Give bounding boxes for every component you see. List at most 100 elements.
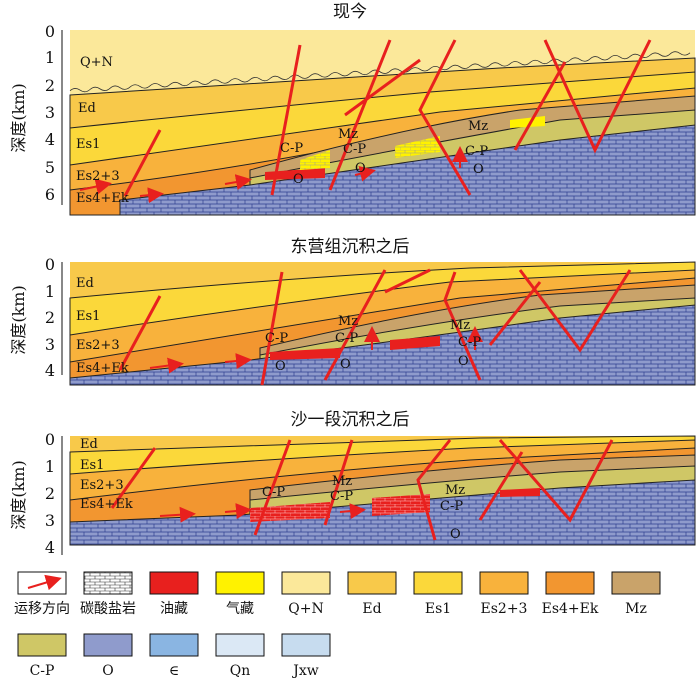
svg-text:6: 6 bbox=[45, 185, 55, 204]
svg-text:Mz: Mz bbox=[338, 314, 358, 329]
panel-after-shayi: 沙一段沉积之后 0 1 2 3 4 深度(km) Ed Es1 Es2+3 Es… bbox=[9, 410, 696, 557]
svg-text:C-P: C-P bbox=[440, 499, 463, 514]
legend-label: Es1 bbox=[425, 601, 451, 617]
svg-text:C-P: C-P bbox=[465, 144, 488, 159]
svg-text:O: O bbox=[450, 527, 461, 542]
legend-label: Es2+3 bbox=[481, 601, 528, 617]
legend-item: Es2+3 bbox=[479, 571, 529, 617]
legend-item: Mz bbox=[611, 571, 661, 617]
panel-title: 沙一段沉积之后 bbox=[291, 410, 410, 430]
svg-text:Mz: Mz bbox=[450, 318, 470, 333]
legend-label: Es4+Ek bbox=[542, 601, 599, 617]
legend-item: 碳酸盐岩 bbox=[80, 571, 136, 617]
svg-text:Es4+Ek: Es4+Ek bbox=[80, 497, 133, 512]
legend-swatch bbox=[149, 571, 199, 595]
legend-swatch bbox=[413, 571, 463, 595]
legend-label: 碳酸盐岩 bbox=[80, 601, 136, 617]
svg-text:Q+N: Q+N bbox=[80, 55, 113, 70]
svg-text:Ed: Ed bbox=[80, 437, 98, 452]
legend-swatch bbox=[545, 571, 595, 595]
legend-swatch bbox=[17, 633, 67, 657]
svg-text:3: 3 bbox=[45, 335, 55, 354]
legend-label: Q+N bbox=[288, 601, 323, 617]
panel-after-dongying: 东营组沉积之后 0 1 2 3 4 深度(km) Ed Es1 Es2+3 Es… bbox=[9, 237, 696, 386]
legend-swatch bbox=[347, 571, 397, 595]
svg-text:0: 0 bbox=[45, 22, 55, 41]
svg-text:1: 1 bbox=[45, 282, 55, 301]
legend-label: Ed bbox=[362, 601, 381, 617]
legend-item: Jxw bbox=[281, 633, 331, 679]
svg-text:2: 2 bbox=[45, 484, 55, 503]
svg-text:O: O bbox=[275, 359, 286, 374]
svg-text:O: O bbox=[458, 354, 469, 369]
svg-text:1: 1 bbox=[45, 457, 55, 476]
svg-text:C-P: C-P bbox=[280, 141, 303, 156]
panel-present: 现今 0 1 2 3 4 5 bbox=[9, 2, 696, 216]
svg-text:2: 2 bbox=[45, 76, 55, 95]
svg-text:Ed: Ed bbox=[78, 101, 96, 116]
panel-title: 东营组沉积之后 bbox=[291, 237, 410, 257]
svg-text:Mz: Mz bbox=[338, 127, 358, 142]
svg-text:4: 4 bbox=[45, 130, 55, 149]
legend-label: C-P bbox=[30, 663, 55, 679]
legend-item: 运移方向 bbox=[14, 571, 70, 617]
migration-arrow-icon bbox=[27, 574, 62, 591]
legend-item: Es1 bbox=[413, 571, 463, 617]
svg-text:C-P: C-P bbox=[458, 335, 481, 350]
svg-text:Mz: Mz bbox=[332, 474, 352, 489]
svg-text:O: O bbox=[293, 172, 304, 187]
y-axis-label: 深度(km) bbox=[9, 285, 28, 354]
svg-text:Es2+3: Es2+3 bbox=[80, 478, 124, 493]
svg-text:C-P: C-P bbox=[335, 331, 358, 346]
svg-text:Es1: Es1 bbox=[76, 137, 100, 152]
svg-text:C-P: C-P bbox=[343, 142, 366, 157]
svg-text:3: 3 bbox=[45, 511, 55, 530]
legend-label: Qn bbox=[230, 663, 251, 679]
legend-label: 油藏 bbox=[160, 601, 188, 617]
legend-swatch bbox=[611, 571, 661, 595]
panel-title: 现今 bbox=[333, 2, 367, 22]
legend-item: C-P bbox=[17, 633, 67, 679]
svg-text:Ed: Ed bbox=[76, 276, 94, 291]
svg-text:0: 0 bbox=[45, 255, 55, 274]
legend-swatch bbox=[479, 571, 529, 595]
legend-swatch bbox=[83, 633, 133, 657]
svg-text:5: 5 bbox=[45, 158, 55, 177]
svg-text:Es4+Ek: Es4+Ek bbox=[76, 191, 129, 206]
legend: 运移方向 碳酸盐岩 油藏 气藏 Q+N Ed Es1 Es2+3 Es4+Ek Mz C-P O ∈ Qn… bbox=[14, 571, 661, 679]
legend-item: Ed bbox=[347, 571, 397, 617]
legend-label: Jxw bbox=[291, 663, 319, 679]
legend-swatch bbox=[215, 633, 265, 657]
svg-text:Es2+3: Es2+3 bbox=[76, 169, 120, 184]
legend-item: Qn bbox=[215, 633, 265, 679]
svg-text:1: 1 bbox=[45, 48, 55, 67]
y-axis-label: 深度(km) bbox=[9, 460, 28, 529]
svg-text:Mz: Mz bbox=[468, 119, 488, 134]
svg-text:Es2+3: Es2+3 bbox=[76, 338, 120, 353]
svg-text:Es1: Es1 bbox=[80, 458, 104, 473]
legend-label: 气藏 bbox=[226, 601, 254, 617]
legend-label: ∈ bbox=[169, 663, 179, 679]
legend-label: 运移方向 bbox=[14, 601, 70, 617]
svg-text:Es4+Ek: Es4+Ek bbox=[76, 361, 129, 376]
legend-swatch bbox=[215, 571, 265, 595]
legend-swatch bbox=[149, 633, 199, 657]
legend-item: ∈ bbox=[149, 633, 199, 679]
legend-item: Es4+Ek bbox=[542, 571, 599, 617]
legend-item: 油藏 bbox=[149, 571, 199, 617]
legend-item: Q+N bbox=[281, 571, 331, 617]
svg-text:3: 3 bbox=[45, 103, 55, 122]
legend-label: O bbox=[102, 663, 113, 679]
svg-text:C-P: C-P bbox=[262, 485, 285, 500]
svg-text:2: 2 bbox=[45, 308, 55, 327]
legend-swatch bbox=[281, 633, 331, 657]
svg-text:O: O bbox=[473, 162, 484, 177]
legend-swatch bbox=[281, 571, 331, 595]
svg-text:0: 0 bbox=[45, 430, 55, 449]
y-axis-label: 深度(km) bbox=[9, 83, 28, 152]
legend-item: O bbox=[83, 633, 133, 679]
svg-text:Mz: Mz bbox=[445, 483, 465, 498]
svg-text:Es1: Es1 bbox=[76, 309, 100, 324]
svg-text:O: O bbox=[340, 357, 351, 372]
